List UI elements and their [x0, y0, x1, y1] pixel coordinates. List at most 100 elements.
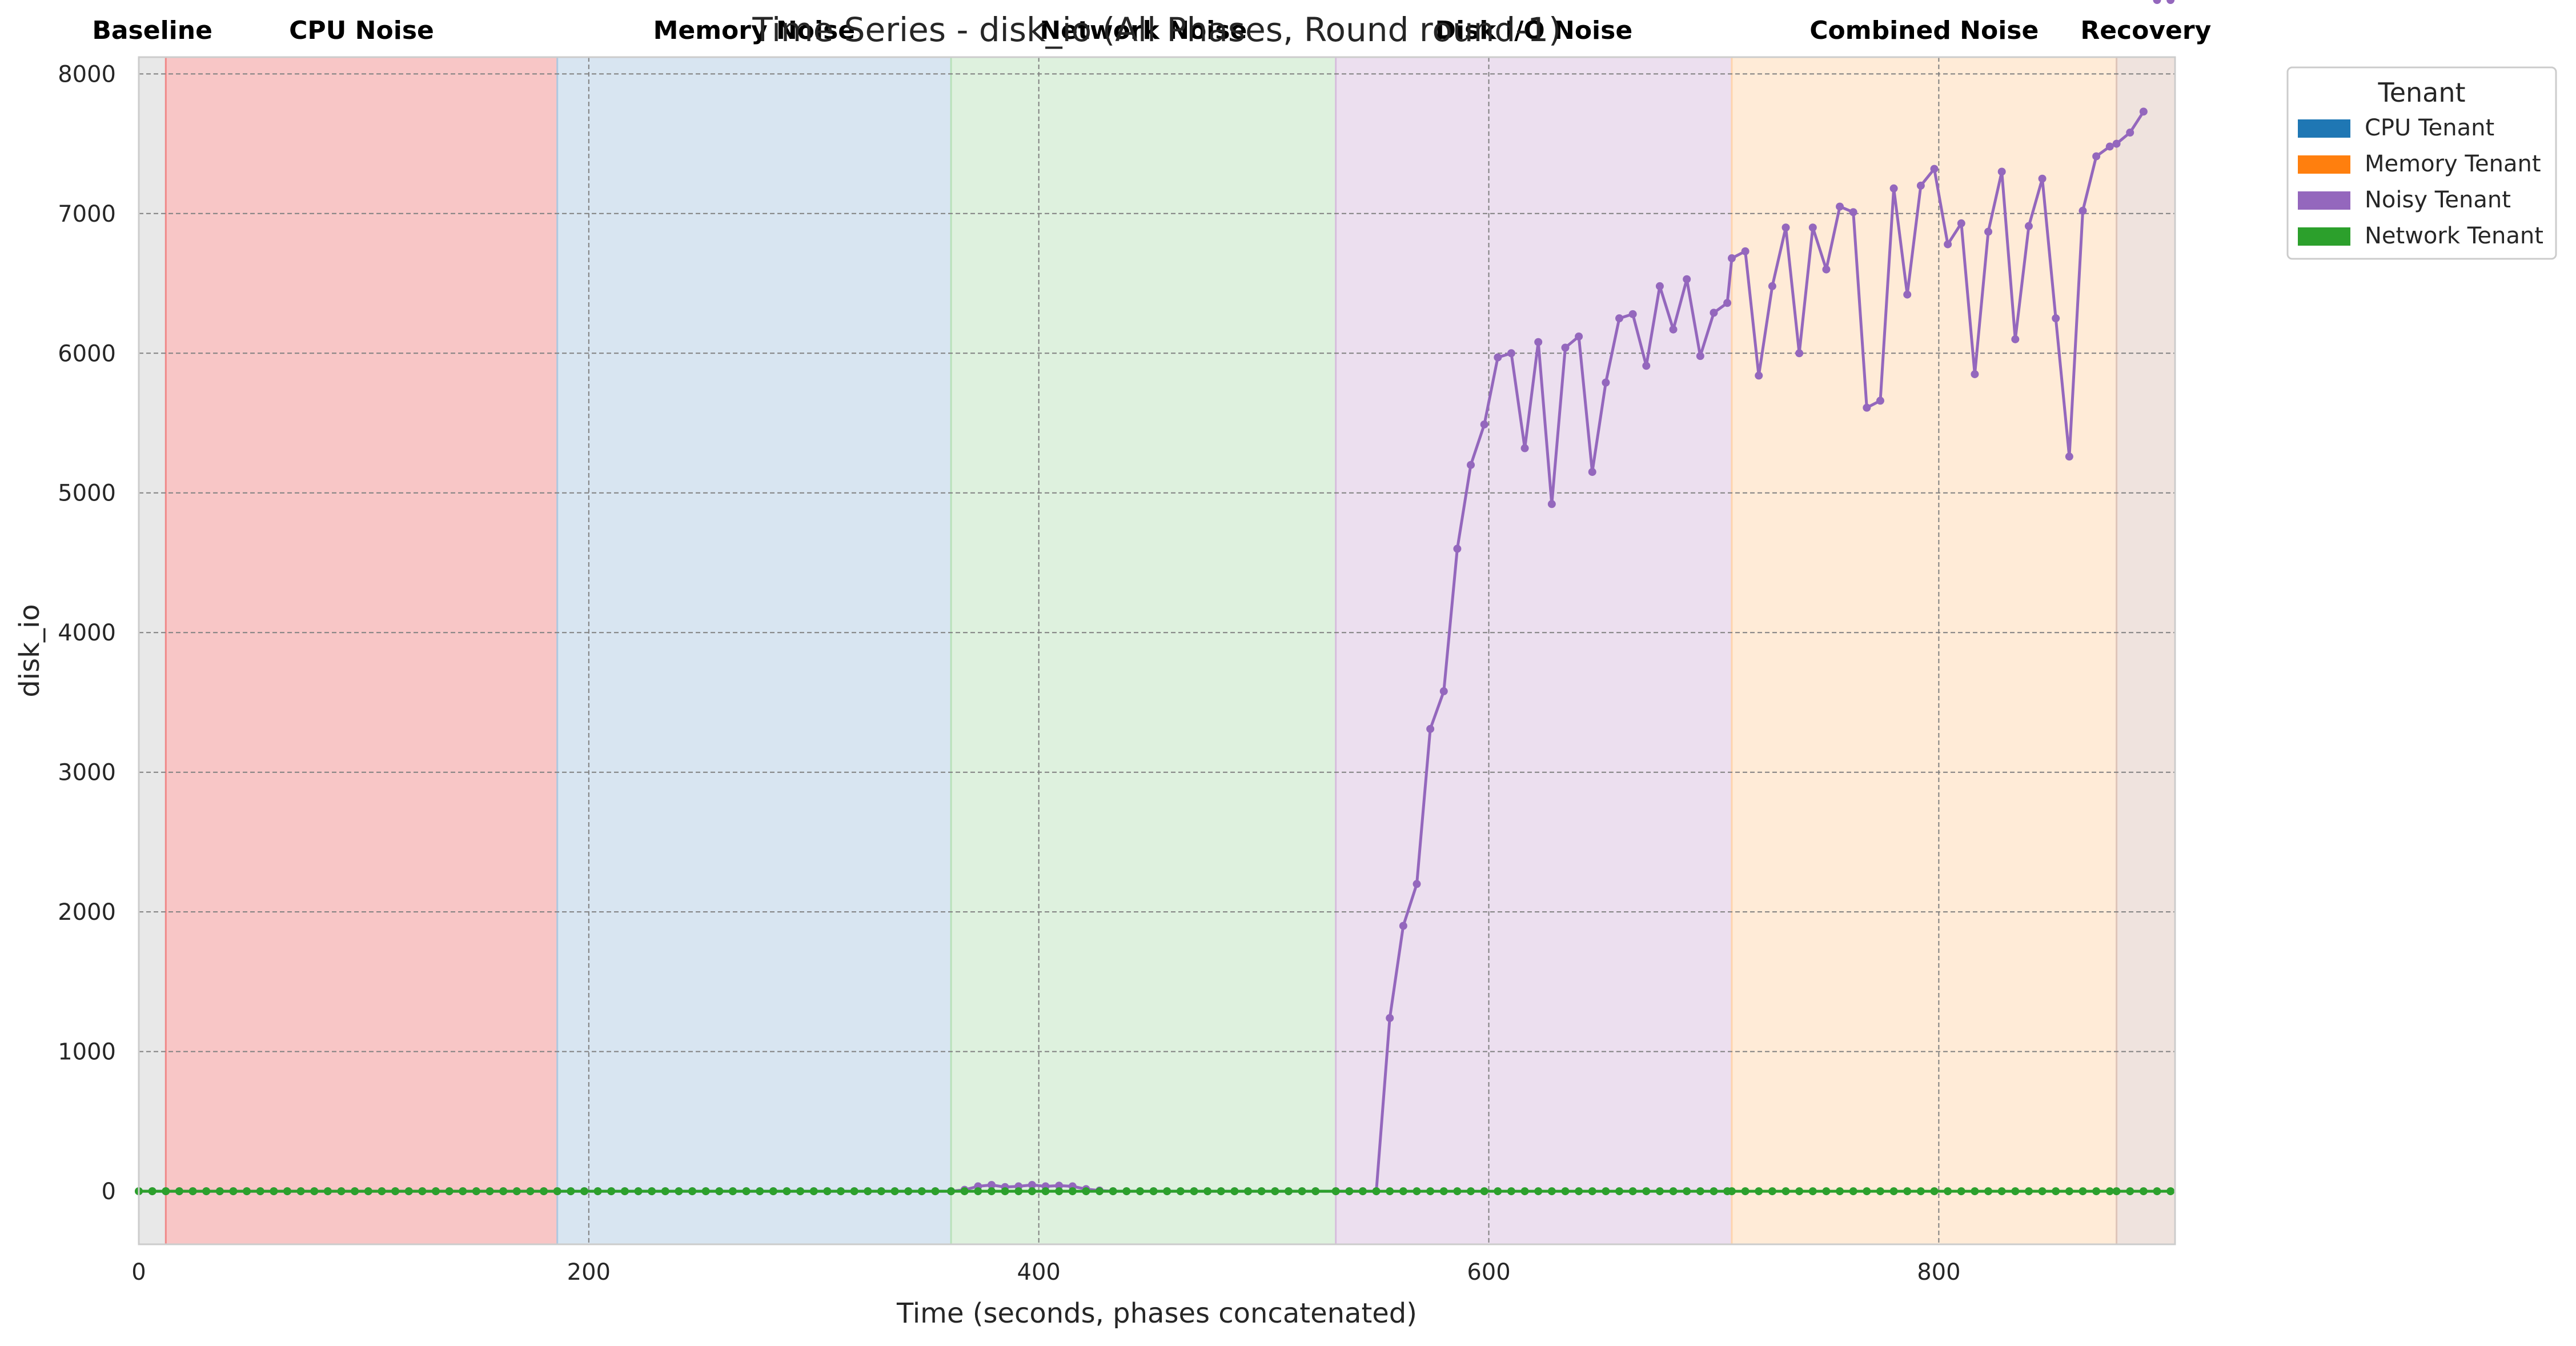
data-point-noisy-tenant: [1534, 338, 1543, 346]
data-point-noisy-tenant: [1741, 247, 1750, 255]
data-point-network-tenant: [351, 1187, 359, 1196]
data-point-network-tenant: [1876, 1187, 1884, 1196]
legend-swatch: [2298, 227, 2350, 246]
legend[interactable]: Tenant CPU Tenant Memory Tenant Noisy Tenan…: [2286, 66, 2557, 260]
data-point-network-tenant: [823, 1187, 832, 1196]
data-point-network-tenant: [1741, 1187, 1750, 1196]
data-point-network-tenant: [2153, 1187, 2161, 1196]
data-point-noisy-tenant: [1727, 254, 1736, 263]
data-point-noisy-tenant: [1480, 420, 1488, 428]
data-point-network-tenant: [890, 1187, 899, 1196]
data-point-network-tenant: [648, 1187, 656, 1196]
phase-labels: Baseline CPU Noise Memory Noise Network Noi…: [92, 16, 2211, 45]
data-point-network-tenant: [1795, 1187, 1804, 1196]
data-point-network-tenant: [1122, 1187, 1131, 1196]
data-point-noisy-tenant: [1028, 1181, 1036, 1189]
data-point-network-tenant: [1190, 1187, 1198, 1196]
data-point-network-tenant: [1602, 1187, 1610, 1196]
data-point-network-tenant: [1547, 1187, 1556, 1196]
data-point-noisy-tenant: [1755, 371, 1763, 380]
data-point-network-tenant: [688, 1187, 697, 1196]
data-point-network-tenant: [1944, 1187, 1952, 1196]
data-point-network-tenant: [1997, 1187, 2006, 1196]
data-point-network-tenant: [2105, 1187, 2114, 1196]
data-point-network-tenant: [1426, 1187, 1435, 1196]
data-point-network-tenant: [1683, 1187, 1691, 1196]
data-point-network-tenant: [1467, 1187, 1475, 1196]
data-point-noisy-tenant: [1547, 500, 1556, 508]
data-point-network-tenant: [148, 1187, 157, 1196]
data-point-network-tenant: [715, 1187, 724, 1196]
x-tick-label: 0: [131, 1259, 146, 1285]
y-axis-label: disk_io: [14, 604, 46, 697]
data-point-noisy-tenant: [1710, 309, 1718, 317]
data-point-network-tenant: [162, 1187, 170, 1196]
data-point-network-tenant: [1041, 1187, 1050, 1196]
data-point-network-tenant: [947, 1187, 956, 1196]
legend-label: Network Tenant: [2365, 223, 2543, 249]
data-point-noisy-tenant: [987, 1181, 996, 1189]
data-point-network-tenant: [202, 1187, 211, 1196]
data-point-network-tenant: [1453, 1187, 1462, 1196]
data-point-noisy-tenant: [2112, 139, 2121, 148]
data-point-noisy-tenant: [1863, 403, 1871, 412]
data-point-noisy-tenant: [1723, 299, 1732, 307]
data-point-network-tenant: [1655, 1187, 1664, 1196]
data-point-network-tenant: [917, 1187, 926, 1196]
data-point-network-tenant: [378, 1187, 386, 1196]
legend-item-noisy-tenant[interactable]: Noisy Tenant: [2298, 187, 2511, 213]
x-tick-label: 600: [1467, 1259, 1510, 1285]
legend-item-network-tenant[interactable]: Network Tenant: [2298, 223, 2543, 249]
data-point-network-tenant: [661, 1187, 669, 1196]
data-point-network-tenant: [987, 1187, 996, 1196]
data-point-network-tenant: [1028, 1187, 1036, 1196]
data-point-network-tenant: [864, 1187, 872, 1196]
data-point-network-tenant: [728, 1187, 737, 1196]
legend-item-memory-tenant[interactable]: Memory Tenant: [2298, 151, 2541, 177]
data-point-network-tenant: [1149, 1187, 1158, 1196]
data-point-network-tenant: [742, 1187, 751, 1196]
y-tick-label: 0: [102, 1179, 116, 1205]
data-point-noisy-tenant: [1561, 343, 1570, 352]
legend-item-cpu-tenant[interactable]: CPU Tenant: [2298, 115, 2494, 141]
data-point-network-tenant: [540, 1187, 548, 1196]
data-point-network-tenant: [1244, 1187, 1253, 1196]
data-point-noisy-tenant: [1413, 880, 1421, 888]
legend-swatch: [2298, 119, 2350, 138]
data-point-noisy-tenant: [1822, 265, 1831, 274]
data-point-noisy-tenant: [1453, 544, 1462, 553]
data-point-noisy-tenant: [1655, 282, 1664, 290]
legend-title: Tenant: [2377, 77, 2465, 108]
data-point-network-tenant: [553, 1187, 561, 1196]
data-point-noisy-tenant: [1781, 223, 1790, 232]
data-point-noisy-tenant: [1386, 1013, 1394, 1022]
data-point-network-tenant: [526, 1187, 535, 1196]
data-point-network-tenant: [2126, 1187, 2134, 1196]
data-point-network-tenant: [310, 1187, 319, 1196]
phase-band-baseline: [139, 57, 166, 1244]
data-point-network-tenant: [1971, 1187, 1979, 1196]
data-point-network-tenant: [974, 1187, 982, 1196]
data-point-network-tenant: [1203, 1187, 1212, 1196]
data-point-network-tenant: [1710, 1187, 1718, 1196]
data-point-network-tenant: [2139, 1187, 2148, 1196]
data-point-noisy-tenant: [1602, 378, 1610, 387]
data-point-network-tenant: [391, 1187, 400, 1196]
data-point-network-tenant: [1480, 1187, 1488, 1196]
data-point-network-tenant: [1230, 1187, 1239, 1196]
data-point-noisy-tenant: [1876, 396, 1884, 405]
data-point-network-tenant: [1507, 1187, 1515, 1196]
y-tick-label: 2000: [58, 899, 116, 926]
data-point-noisy-tenant: [2153, 0, 2161, 4]
data-point-network-tenant: [1808, 1187, 1817, 1196]
data-point-network-tenant: [337, 1187, 346, 1196]
data-point-network-tenant: [1001, 1187, 1009, 1196]
data-point-network-tenant: [2011, 1187, 2020, 1196]
data-point-network-tenant: [229, 1187, 238, 1196]
data-point-network-tenant: [2052, 1187, 2060, 1196]
data-point-network-tenant: [783, 1187, 791, 1196]
y-tick-label: 6000: [58, 340, 116, 367]
y-tick-label: 3000: [58, 760, 116, 786]
phase-label-disk-i-o-noise: Disk I/O Noise: [1435, 16, 1632, 45]
phase-label-recovery: Recovery: [2080, 16, 2211, 45]
